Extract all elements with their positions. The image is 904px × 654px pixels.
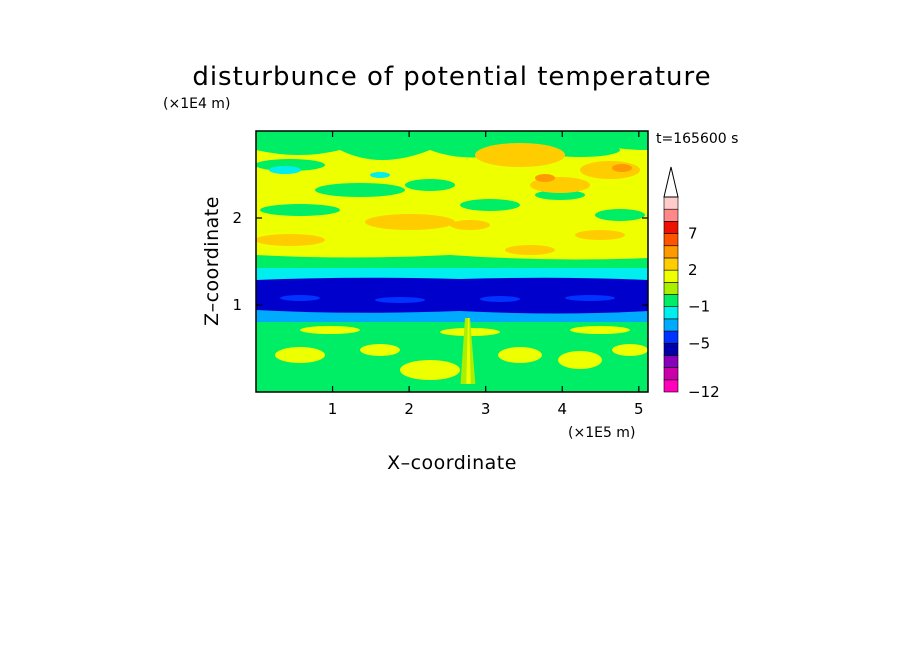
- colorbar-swatch: [663, 196, 679, 210]
- colorbar-swatch: [663, 355, 679, 368]
- chart-title: disturbunce of potential temperature: [192, 62, 711, 92]
- colorbar-swatch: [663, 379, 679, 393]
- colorbar-tick-label: 2: [688, 261, 698, 279]
- colorbar-swatch: [663, 294, 679, 307]
- y-tick-label: 1: [232, 296, 242, 314]
- colorbar-swatch: [663, 208, 679, 222]
- colorbar-swatch: [663, 330, 679, 344]
- colorbar-tick-label: −1: [688, 298, 710, 316]
- colorbar-swatch: [663, 367, 679, 381]
- colorbar-tick-label: −5: [688, 334, 710, 352]
- colorbar-tick-label: 7: [688, 225, 698, 243]
- colorbar-swatch: [663, 245, 679, 259]
- y-unit-label: (×1E4 m): [163, 96, 230, 112]
- colorbar-swatch: [663, 342, 679, 356]
- x-tick-label: 3: [481, 400, 491, 418]
- y-tick-label: 2: [232, 209, 242, 227]
- colorbar-swatch: [663, 269, 679, 283]
- y-axis-label: Z–coordinate: [201, 196, 223, 326]
- x-unit-label: (×1E5 m): [568, 425, 635, 441]
- contour-field: [256, 131, 648, 392]
- colorbar-swatch: [663, 233, 679, 247]
- colorbar-swatch: [663, 318, 679, 332]
- x-tick-label: 4: [557, 400, 567, 418]
- x-tick-label: 1: [328, 400, 338, 418]
- x-tick-label: 5: [634, 400, 644, 418]
- x-axis-label: X–coordinate: [387, 452, 517, 474]
- axes: 1 2 3 4 5 1 2: [232, 131, 648, 418]
- colorbar-swatch: [663, 221, 679, 234]
- colorbar: −12−5−127: [663, 166, 720, 401]
- colorbar-swatch: [663, 306, 679, 320]
- time-label: t=165600 s: [656, 131, 738, 147]
- colorbar-tick-label: −12: [688, 383, 720, 401]
- x-tick-label: 2: [404, 400, 414, 418]
- colorbar-extend-arrow: [663, 166, 679, 198]
- colorbar-swatch: [663, 257, 679, 271]
- colorbar-swatch: [663, 282, 679, 295]
- plot-frame: [255, 130, 649, 393]
